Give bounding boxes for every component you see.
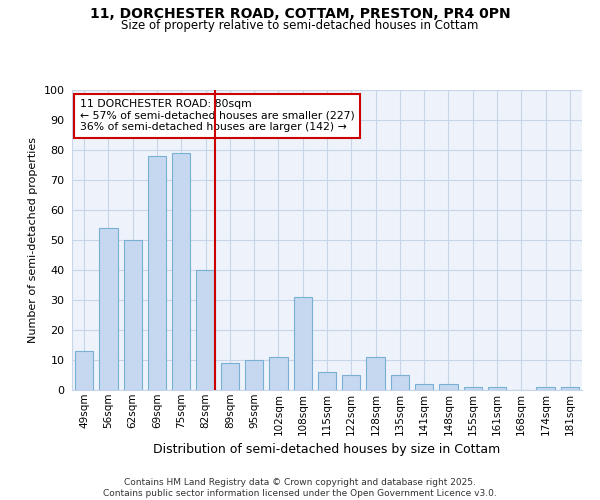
Bar [342, 375, 361, 390]
Bar [124, 240, 142, 390]
Bar [100, 228, 118, 390]
Bar [318, 372, 336, 390]
Bar [488, 387, 506, 390]
Bar [172, 153, 190, 390]
Bar [196, 270, 215, 390]
Bar [439, 384, 458, 390]
Bar [415, 384, 433, 390]
Bar [367, 357, 385, 390]
Bar [561, 387, 579, 390]
Text: 11 DORCHESTER ROAD: 80sqm
← 57% of semi-detached houses are smaller (227)
36% of: 11 DORCHESTER ROAD: 80sqm ← 57% of semi-… [80, 99, 355, 132]
Text: Size of property relative to semi-detached houses in Cottam: Size of property relative to semi-detach… [121, 18, 479, 32]
Bar [391, 375, 409, 390]
Bar [293, 297, 312, 390]
Bar [245, 360, 263, 390]
Bar [464, 387, 482, 390]
Bar [536, 387, 554, 390]
Bar [221, 363, 239, 390]
Bar [148, 156, 166, 390]
Y-axis label: Number of semi-detached properties: Number of semi-detached properties [28, 137, 38, 343]
Bar [75, 351, 93, 390]
Text: Contains HM Land Registry data © Crown copyright and database right 2025.
Contai: Contains HM Land Registry data © Crown c… [103, 478, 497, 498]
Text: 11, DORCHESTER ROAD, COTTAM, PRESTON, PR4 0PN: 11, DORCHESTER ROAD, COTTAM, PRESTON, PR… [89, 8, 511, 22]
Bar [269, 357, 287, 390]
X-axis label: Distribution of semi-detached houses by size in Cottam: Distribution of semi-detached houses by … [154, 443, 500, 456]
